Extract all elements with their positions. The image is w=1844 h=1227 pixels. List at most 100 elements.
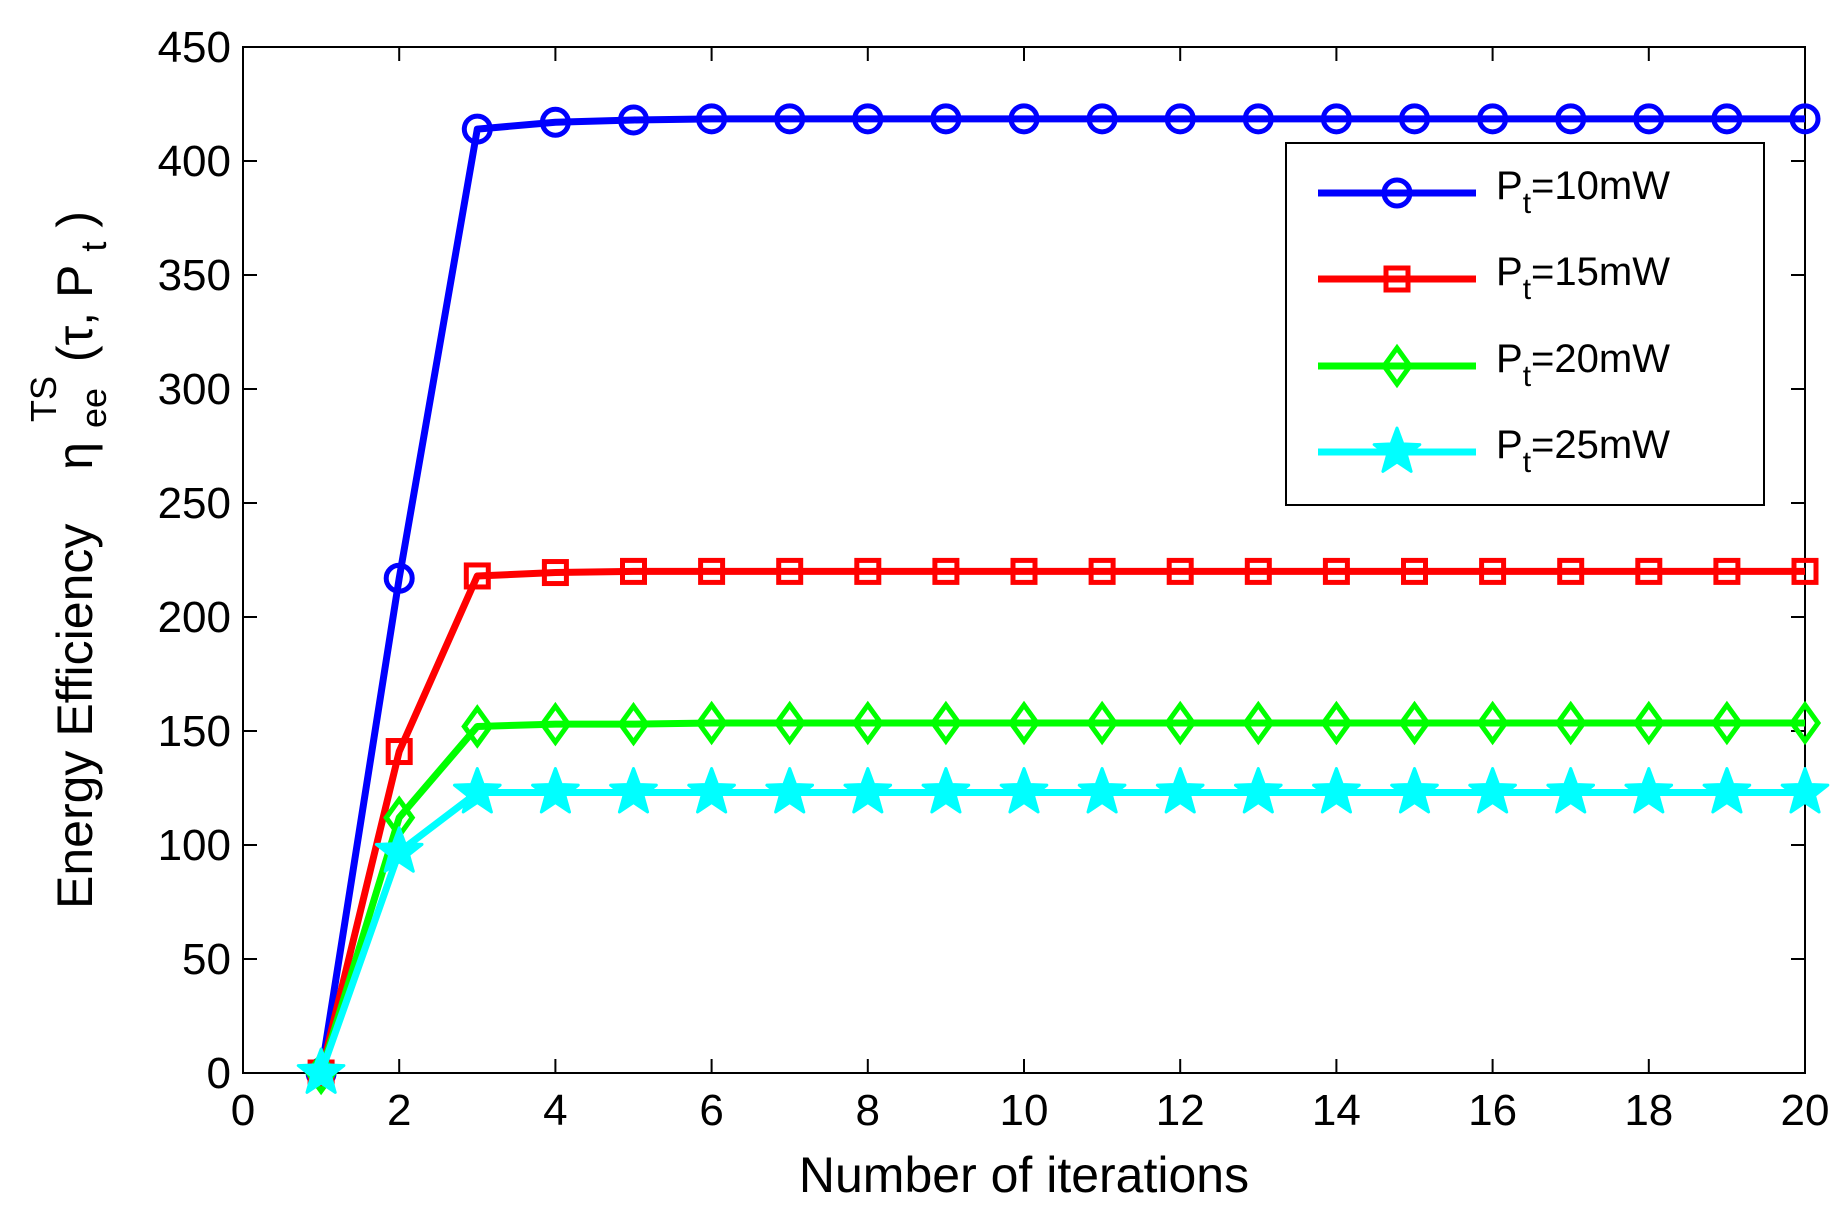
data-point-square [932, 557, 960, 585]
data-point-circle [774, 103, 806, 135]
data-point-diamond [461, 704, 494, 749]
legend-label: Pt=20mW [1496, 337, 1670, 393]
data-point-star [843, 767, 893, 814]
data-point-star [296, 1047, 346, 1094]
data-point-star [531, 767, 580, 814]
data-point-star [999, 767, 1049, 814]
series-layer [296, 103, 1830, 1096]
data-point-diamond [1164, 700, 1197, 746]
data-point-star [765, 767, 815, 814]
y-tick-label: 0 [207, 1049, 231, 1098]
y-tick-label: 100 [158, 821, 231, 870]
legend: Pt=10mW Pt=15mW Pt=20mW Pt=25mW [1285, 142, 1765, 506]
data-point-circle [618, 104, 649, 136]
data-point-diamond [1398, 700, 1431, 746]
x-tick-label: 4 [543, 1086, 567, 1135]
series-star [296, 767, 1830, 1094]
data-point-diamond [695, 700, 728, 746]
data-point-circle [1320, 103, 1352, 135]
data-point-diamond [1554, 700, 1587, 746]
legend-label: Pt=10mW [1496, 164, 1670, 220]
data-point-diamond [617, 701, 650, 747]
x-tick-label: 8 [856, 1086, 880, 1135]
data-point-square [1791, 557, 1819, 585]
x-tick-label: 10 [1000, 1086, 1049, 1135]
data-point-star [1624, 767, 1674, 814]
data-point-circle [930, 103, 962, 135]
data-point-circle [383, 562, 415, 594]
y-axis-ticks: 0 50 100 150 200 250 300 350 400 450 [158, 23, 1805, 1098]
x-tick-label: 16 [1468, 1086, 1517, 1135]
data-point-square [1635, 557, 1663, 585]
data-point-diamond [1320, 700, 1353, 746]
y-axis-label: Energy Efficiency η ee TS (τ, P t ) [11, 211, 117, 909]
x-tick-label: 6 [699, 1086, 723, 1135]
legend-label: Pt=15mW [1496, 250, 1670, 306]
y-axis-label-sub: ee [73, 388, 114, 428]
data-point-diamond [1710, 700, 1743, 746]
legend-marker-star [1372, 426, 1422, 473]
data-point-circle [461, 113, 493, 145]
data-point-square [1713, 557, 1741, 585]
y-axis-label-args: (τ, P [47, 265, 103, 362]
data-point-square [1088, 557, 1116, 585]
data-point-square [541, 559, 569, 587]
data-point-diamond [1788, 700, 1822, 746]
data-point-square [463, 562, 491, 590]
data-point-square [1401, 557, 1428, 585]
x-tick-label: 20 [1781, 1086, 1830, 1135]
y-tick-label: 150 [158, 707, 231, 756]
y-axis-label-sup: TS [23, 376, 64, 422]
data-point-circle [1477, 103, 1509, 135]
y-tick-label: 200 [158, 593, 231, 642]
data-point-star [1312, 767, 1361, 814]
data-point-square [1322, 557, 1350, 585]
data-point-star [687, 767, 736, 814]
data-point-diamond [1632, 700, 1665, 746]
data-point-star [1155, 767, 1205, 814]
x-axis-label: Number of iterations [799, 1147, 1249, 1203]
data-point-square [620, 557, 647, 585]
legend-marker-square [1383, 265, 1411, 293]
data-point-diamond [1007, 700, 1041, 746]
data-point-diamond [851, 700, 884, 746]
data-point-square [1479, 557, 1507, 585]
y-tick-label: 50 [182, 935, 231, 984]
data-point-star [374, 826, 424, 873]
x-tick-label: 12 [1156, 1086, 1205, 1135]
data-point-star [1077, 767, 1127, 814]
y-axis-label-symbol: η [47, 442, 103, 470]
data-point-star [609, 767, 658, 814]
data-point-diamond [1476, 700, 1509, 746]
data-point-star [1546, 767, 1596, 814]
legend-label: Pt=25mW [1496, 423, 1670, 479]
legend-marker-diamond [1380, 343, 1414, 389]
data-point-circle [1789, 103, 1821, 135]
data-point-square [776, 557, 804, 585]
legend-marker-circle [1381, 177, 1413, 209]
data-point-circle [1633, 103, 1665, 135]
data-point-circle [1399, 103, 1430, 135]
data-point-circle [1711, 103, 1743, 135]
x-tick-label: 0 [231, 1086, 255, 1135]
svg-text:Energy Efficiency η: Energy Efficiency η ee TS (τ, P t ) [11, 211, 117, 909]
data-point-star [1702, 767, 1752, 814]
y-tick-label: 400 [158, 137, 231, 186]
data-point-star [1233, 767, 1283, 814]
data-point-diamond [773, 700, 806, 746]
series-circle [305, 103, 1821, 1089]
y-tick-label: 350 [158, 251, 231, 300]
x-axis-ticks: 0 2 4 6 8 10 12 14 16 18 20 [231, 47, 1830, 1135]
y-axis-label-args-close: ) [47, 211, 103, 228]
data-point-square [1557, 557, 1585, 585]
data-point-circle [1164, 103, 1196, 135]
data-point-circle [1242, 103, 1274, 135]
x-tick-label: 18 [1624, 1086, 1673, 1135]
data-point-star [1468, 767, 1517, 814]
y-axis-label-text: Energy Efficiency [47, 524, 103, 909]
data-point-circle [852, 103, 884, 135]
x-tick-label: 2 [387, 1086, 411, 1135]
y-tick-label: 300 [158, 365, 231, 414]
